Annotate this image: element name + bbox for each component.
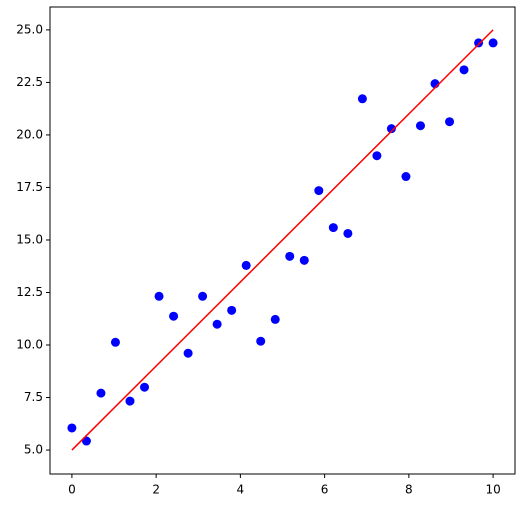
point bbox=[314, 186, 324, 196]
point bbox=[343, 228, 353, 238]
point bbox=[357, 94, 367, 104]
point bbox=[474, 38, 484, 48]
point bbox=[212, 319, 222, 329]
y-tick-label: 20.0 bbox=[16, 127, 43, 141]
point bbox=[140, 382, 150, 392]
y-tick-label: 10.0 bbox=[16, 338, 43, 352]
point bbox=[227, 305, 237, 315]
x-tick-label: 6 bbox=[321, 483, 329, 497]
point bbox=[169, 311, 179, 321]
y-tick-label: 7.5 bbox=[24, 390, 43, 404]
x-tick-label: 0 bbox=[68, 483, 76, 497]
y-tick-label: 25.0 bbox=[16, 22, 43, 36]
point bbox=[183, 348, 193, 358]
y-tick-label: 12.5 bbox=[16, 285, 43, 299]
point bbox=[372, 151, 382, 161]
x-tick-label: 10 bbox=[485, 483, 500, 497]
point bbox=[256, 336, 266, 346]
y-tick-label: 15.0 bbox=[16, 232, 43, 246]
point bbox=[270, 314, 280, 324]
point bbox=[488, 38, 498, 48]
point bbox=[445, 117, 455, 127]
fit-line bbox=[71, 29, 494, 451]
x-tick-label: 2 bbox=[152, 483, 160, 497]
point bbox=[415, 121, 425, 131]
point bbox=[110, 337, 120, 347]
point bbox=[299, 255, 309, 265]
point bbox=[67, 423, 77, 433]
point bbox=[459, 65, 469, 75]
point bbox=[154, 291, 164, 301]
x-tick-label: 4 bbox=[237, 483, 245, 497]
y-tick-label: 22.5 bbox=[16, 75, 43, 89]
point bbox=[198, 291, 208, 301]
x-tick-label: 8 bbox=[405, 483, 413, 497]
point bbox=[386, 124, 396, 134]
point bbox=[285, 251, 295, 261]
point bbox=[401, 172, 411, 182]
point bbox=[96, 388, 106, 398]
y-tick-label: 17.5 bbox=[16, 180, 43, 194]
plot-frame bbox=[49, 6, 516, 475]
point bbox=[125, 396, 135, 406]
point bbox=[328, 223, 338, 233]
y-tick-label: 5.0 bbox=[24, 443, 43, 457]
point bbox=[241, 260, 251, 270]
